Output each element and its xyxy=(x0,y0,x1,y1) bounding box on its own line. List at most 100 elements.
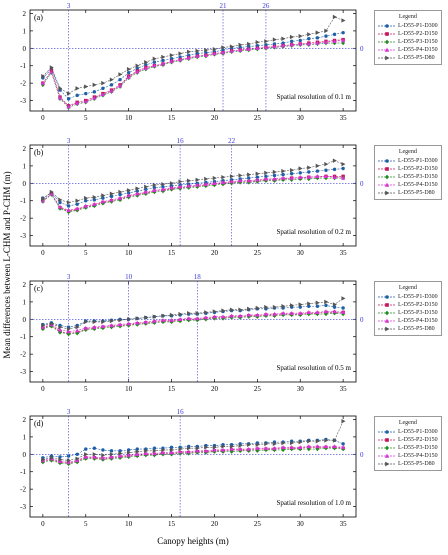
data-point xyxy=(195,51,199,56)
data-point xyxy=(169,447,174,453)
data-point xyxy=(341,310,346,315)
data-point xyxy=(66,91,71,96)
x-tick-label: 0 xyxy=(41,520,45,528)
legend-entry: L-D55-P4-D150 xyxy=(378,317,438,325)
data-point xyxy=(324,303,328,308)
data-point xyxy=(281,43,286,48)
data-point xyxy=(118,72,123,77)
x-tick-label: 15 xyxy=(168,114,176,122)
legend-label: L-D55-P4-D150 xyxy=(398,182,438,188)
data-point xyxy=(152,63,157,68)
y-tick-label: 0 xyxy=(23,45,27,53)
data-point xyxy=(315,304,320,308)
legend-label: L-D55-P3-D150 xyxy=(398,310,438,316)
data-point xyxy=(41,457,46,462)
data-point xyxy=(212,51,217,56)
data-point xyxy=(255,171,260,176)
data-point xyxy=(57,327,63,332)
data-point xyxy=(229,48,234,53)
data-point xyxy=(332,305,337,309)
data-point xyxy=(315,175,320,181)
y-tick-label: -1 xyxy=(20,62,26,70)
reference-line-label: 3 xyxy=(67,2,71,10)
legend-label: L-D55-P5-D80 xyxy=(398,461,435,467)
data-point xyxy=(281,445,286,450)
zero-line-label: 0 xyxy=(360,180,364,188)
reference-line-label: 16 xyxy=(177,408,185,416)
data-point xyxy=(212,449,217,454)
legend-swatch xyxy=(378,55,396,61)
legend: Legend L-D55-P1-D300 L-D55-P2-D150 L-D55-P3… xyxy=(374,416,442,471)
data-point xyxy=(144,60,149,65)
data-point xyxy=(315,40,320,45)
zero-line-label: 0 xyxy=(360,316,364,324)
legend-label: L-D55-P4-D150 xyxy=(398,453,438,459)
x-tick-label: 25 xyxy=(254,249,262,257)
data-point xyxy=(135,69,140,74)
data-point xyxy=(238,307,243,312)
y-tick-label: -3 xyxy=(20,232,26,240)
data-point xyxy=(135,189,139,193)
data-point xyxy=(220,50,226,55)
data-point xyxy=(92,454,97,459)
legend-title: Legend xyxy=(398,149,417,155)
data-point xyxy=(161,181,166,187)
legend-label: L-D55-P2-D150 xyxy=(398,166,438,172)
data-point xyxy=(247,172,252,177)
data-point xyxy=(100,92,105,97)
reference-line-label: 21 xyxy=(220,2,228,10)
data-point xyxy=(341,445,346,450)
data-point xyxy=(332,14,337,20)
y-tick-label: -1 xyxy=(20,468,26,476)
data-point xyxy=(298,33,303,39)
data-point xyxy=(341,38,346,43)
data-point xyxy=(49,65,54,70)
data-point xyxy=(118,192,122,197)
zero-line-label: 0 xyxy=(360,451,364,459)
data-point xyxy=(341,18,346,23)
data-point xyxy=(178,184,183,189)
data-point xyxy=(143,321,148,326)
data-point xyxy=(289,175,294,180)
legend-label: L-D55-P5-D80 xyxy=(398,55,435,61)
data-point xyxy=(221,48,225,52)
data-point xyxy=(118,451,123,456)
data-point xyxy=(204,176,209,182)
data-point xyxy=(101,452,106,458)
data-point xyxy=(281,175,286,180)
legend-label: L-D55-P3-D150 xyxy=(398,39,438,45)
legend-entry: L-D55-P1-D300 xyxy=(378,22,438,30)
series-line xyxy=(42,160,344,203)
data-point xyxy=(272,304,277,310)
legend-entry: L-D55-P2-D150 xyxy=(378,165,438,173)
legend-swatch xyxy=(378,310,396,316)
data-point xyxy=(126,70,131,75)
data-point xyxy=(40,82,45,88)
data-point xyxy=(315,444,320,449)
data-point xyxy=(272,441,277,447)
data-point xyxy=(264,39,269,44)
data-point xyxy=(49,458,54,463)
data-point xyxy=(186,183,191,188)
data-point xyxy=(118,197,122,203)
legend-label: L-D55-P4-D150 xyxy=(398,318,438,324)
x-tick-label: 0 xyxy=(41,385,45,393)
y-axis-label: Mean differences between L-CHM and P-CHM… xyxy=(2,171,12,358)
data-point xyxy=(169,450,174,455)
data-point xyxy=(332,39,337,44)
data-point xyxy=(66,204,71,208)
legend-marker xyxy=(385,295,389,299)
data-point xyxy=(246,446,251,451)
data-point xyxy=(324,34,328,38)
legend-swatch xyxy=(378,39,396,45)
data-point xyxy=(264,43,268,47)
data-point xyxy=(289,168,295,173)
data-point xyxy=(204,47,209,53)
legend-entry: L-D55-P4-D150 xyxy=(378,452,438,460)
resolution-annotation: Spatial resolution of 0.2 m xyxy=(277,228,352,236)
data-point xyxy=(332,40,337,46)
y-tick-label: -2 xyxy=(20,486,26,494)
legend-swatch xyxy=(378,303,396,307)
legend-label: L-D55-P3-D150 xyxy=(398,445,438,451)
data-point xyxy=(178,317,183,322)
